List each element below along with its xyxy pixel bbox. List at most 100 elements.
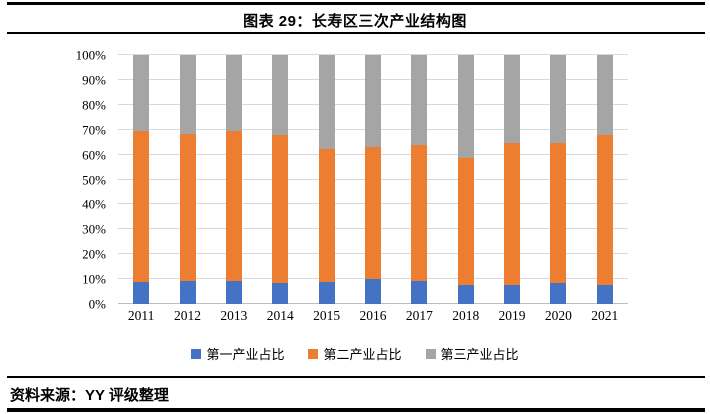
legend-item: 第一产业占比 bbox=[191, 344, 284, 363]
stacked-bar-2011 bbox=[133, 55, 150, 304]
stacked-bar-2021 bbox=[596, 55, 613, 304]
bar-segment bbox=[411, 281, 428, 304]
legend-label: 第二产业占比 bbox=[323, 347, 402, 362]
bar-segment bbox=[133, 55, 150, 132]
y-tick-label: 0% bbox=[88, 296, 106, 312]
stacked-bar-2018 bbox=[457, 55, 474, 304]
legend-label: 第一产业占比 bbox=[206, 347, 285, 362]
bar-segment bbox=[596, 134, 613, 285]
x-tick-label: 2021 bbox=[591, 308, 619, 323]
stacked-bar-2012 bbox=[179, 55, 196, 304]
bar-segment bbox=[272, 135, 289, 283]
x-tick-label: 2016 bbox=[359, 308, 387, 323]
bar-segment bbox=[133, 131, 150, 283]
stacked-bar-2015 bbox=[318, 55, 335, 304]
x-tick-label: 2015 bbox=[313, 308, 341, 323]
legend-item: 第三产业占比 bbox=[425, 344, 519, 363]
x-tick-label: 2017 bbox=[405, 308, 433, 323]
x-tick-label: 2019 bbox=[498, 308, 526, 323]
chart-title: 图表 29：长寿区三次产业结构图 bbox=[243, 13, 467, 30]
bar-slot bbox=[535, 55, 581, 304]
bar-slot bbox=[396, 55, 442, 304]
y-tick-label: 40% bbox=[82, 196, 106, 212]
y-tick-label: 10% bbox=[82, 271, 106, 287]
bar-segment bbox=[504, 55, 521, 144]
bar-segment bbox=[179, 133, 196, 282]
bar-slot bbox=[489, 55, 535, 304]
x-tick-label: 2011 bbox=[127, 308, 155, 323]
bar-segment bbox=[457, 55, 474, 159]
bar-segment bbox=[133, 282, 150, 304]
bar-segment bbox=[272, 282, 289, 304]
bar-slot bbox=[303, 55, 349, 304]
gridline bbox=[118, 54, 628, 55]
bar-segment bbox=[225, 131, 242, 282]
x-tick-label: 2013 bbox=[220, 308, 248, 323]
legend-swatch bbox=[425, 348, 436, 359]
y-axis-labels: 0% 10% 20% 30% 40% 50% 60% 70% 80% 90% 100% bbox=[0, 49, 106, 311]
bar-segment bbox=[596, 55, 613, 135]
bar-slot bbox=[443, 55, 489, 304]
y-tick-label: 20% bbox=[82, 246, 106, 262]
y-tick-label: 30% bbox=[82, 221, 106, 237]
stacked-bar-2019 bbox=[504, 55, 521, 304]
source-note: 资料来源：YY 评级整理 bbox=[10, 387, 169, 404]
bar-segment bbox=[596, 284, 613, 304]
legend-label: 第三产业占比 bbox=[440, 347, 519, 362]
chart-legend: 第一产业占比 第二产业占比 第三产业占比 bbox=[0, 344, 710, 363]
bar-slot bbox=[257, 55, 303, 304]
y-tick-label: 60% bbox=[82, 147, 106, 163]
bar-segment bbox=[411, 55, 428, 145]
bar-segment bbox=[504, 143, 521, 285]
y-tick-label: 100% bbox=[75, 47, 106, 63]
stacked-bar-2014 bbox=[272, 55, 289, 304]
legend-swatch bbox=[308, 348, 319, 359]
bar-segment bbox=[457, 284, 474, 304]
bottom-rule bbox=[7, 408, 705, 412]
x-tick-label: 2012 bbox=[174, 308, 202, 323]
bar-slot bbox=[118, 55, 164, 304]
plot-area bbox=[118, 54, 628, 304]
legend-swatch bbox=[191, 348, 202, 359]
x-tick-label: 2018 bbox=[452, 308, 480, 323]
bar-segment bbox=[550, 282, 567, 304]
stacked-bar-2013 bbox=[225, 55, 242, 304]
bars bbox=[118, 55, 628, 304]
stacked-bar-2020 bbox=[550, 55, 567, 304]
bar-slot bbox=[350, 55, 396, 304]
bar-segment bbox=[225, 55, 242, 132]
y-tick-label: 50% bbox=[82, 172, 106, 187]
bar-slot bbox=[211, 55, 257, 304]
x-axis-labels: 2011 2012 2013 2014 2015 2016 2017 2018 2019 2020… bbox=[118, 308, 628, 324]
bar-segment bbox=[318, 148, 335, 282]
bar-segment bbox=[550, 55, 567, 144]
bar-segment bbox=[318, 281, 335, 304]
top-rule bbox=[7, 2, 705, 5]
y-tick-label: 70% bbox=[82, 122, 106, 138]
bar-segment bbox=[364, 55, 381, 148]
stacked-bar-2017 bbox=[411, 55, 428, 304]
bar-segment bbox=[179, 281, 196, 304]
bar-segment bbox=[364, 147, 381, 280]
bar-segment bbox=[457, 158, 474, 285]
y-tick-label: 90% bbox=[82, 72, 106, 88]
legend-item: 第二产业占比 bbox=[308, 344, 402, 363]
source-divider bbox=[7, 376, 705, 378]
bar-segment bbox=[272, 55, 289, 136]
x-tick-label: 2014 bbox=[266, 308, 294, 323]
bar-segment bbox=[550, 143, 567, 283]
bar-segment bbox=[225, 281, 242, 304]
bar-segment bbox=[179, 55, 196, 134]
bar-slot bbox=[164, 55, 210, 304]
bar-slot bbox=[582, 55, 628, 304]
y-tick-label: 80% bbox=[82, 97, 106, 113]
stacked-bar-2016 bbox=[364, 55, 381, 304]
title-divider bbox=[7, 32, 705, 34]
bar-segment bbox=[411, 144, 428, 282]
bar-segment bbox=[364, 279, 381, 304]
x-tick-label: 2020 bbox=[544, 308, 572, 323]
bar-segment bbox=[318, 55, 335, 149]
bar-segment bbox=[504, 284, 521, 304]
